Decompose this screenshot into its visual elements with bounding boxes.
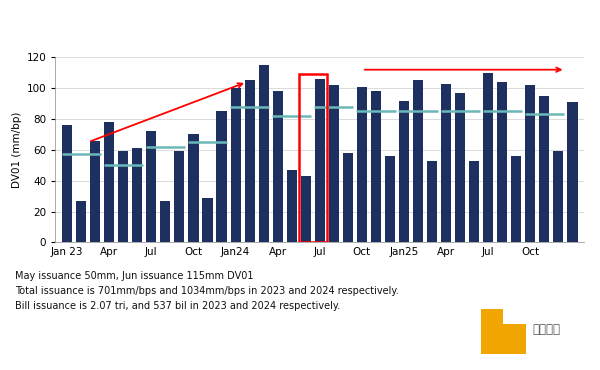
Bar	[202, 198, 212, 242]
Bar	[76, 201, 86, 242]
Bar	[343, 153, 353, 242]
Bar	[90, 141, 100, 242]
Bar	[301, 176, 311, 242]
Bar	[539, 96, 550, 242]
Bar	[315, 79, 325, 242]
Bar	[455, 93, 465, 242]
Bar	[483, 73, 493, 242]
Bar	[357, 87, 367, 242]
Bar	[62, 125, 72, 242]
Bar	[132, 148, 142, 242]
Bar	[481, 309, 526, 354]
Bar	[230, 88, 241, 242]
Bar	[526, 85, 535, 242]
Bar	[413, 81, 423, 242]
Bar	[287, 170, 297, 242]
Bar	[272, 91, 283, 242]
Bar	[553, 151, 563, 242]
Bar	[188, 134, 199, 242]
Bar	[497, 82, 508, 242]
Bar	[118, 151, 128, 242]
Bar	[245, 81, 254, 242]
Bar	[146, 131, 157, 242]
Bar	[259, 65, 269, 242]
Y-axis label: DV01 (mm/bp): DV01 (mm/bp)	[12, 112, 22, 188]
Bar	[503, 304, 526, 324]
Bar	[469, 161, 479, 242]
Bar	[329, 85, 339, 242]
Bar	[441, 84, 451, 242]
Bar	[299, 74, 326, 242]
Text: Monthly net supply (DV01): Monthly net supply (DV01)	[200, 34, 400, 47]
Bar	[160, 201, 170, 242]
Bar	[217, 111, 227, 242]
Bar	[399, 101, 409, 242]
Bar	[371, 91, 381, 242]
Text: May issuance 50mm, Jun issuance 115mm DV01
Total issuance is 701mm/bps and 1034m: May issuance 50mm, Jun issuance 115mm DV…	[15, 271, 399, 310]
Bar	[175, 151, 184, 242]
Bar	[511, 156, 521, 242]
Bar	[427, 161, 437, 242]
Bar	[104, 122, 114, 242]
Text: 金色财经: 金色财经	[532, 323, 560, 336]
Bar	[568, 102, 578, 242]
Bar	[385, 156, 395, 242]
